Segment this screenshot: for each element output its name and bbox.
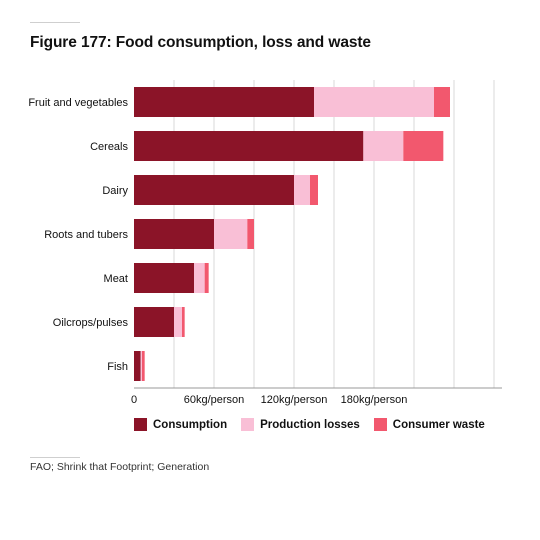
x-tick-label-120: 120kg/person [261,394,328,406]
bar-cereals-consumption [134,131,364,161]
legend-label-consumption: Consumption [153,418,228,431]
bottom-rule [30,457,80,458]
bar-fruit-and-vegetables-production-losses [314,87,434,117]
bar-dairy-production-losses [294,175,310,205]
x-tick-label-180: 180kg/person [341,394,408,406]
top-rule [30,22,80,23]
bar-oilcrops-pulses-production-losses [174,307,182,337]
category-label-dairy: Dairy [102,185,128,197]
bar-meat-consumer-waste [204,263,209,293]
stacked-bar-chart: Fruit and vegetables Cereals Dairy Roots an… [28,80,502,406]
bar-meat-production-losses [194,263,205,293]
bar-fruit-and-vegetables-consumer-waste [434,87,450,117]
legend-label-consumer-waste: Consumer waste [392,418,485,431]
bar-fish-consumer-waste [142,351,145,381]
category-label-cereals: Cereals [90,141,128,153]
chart-title: Figure 177: Food consumption, loss and w… [30,34,371,51]
bar-cereals-production-losses [363,131,404,161]
bar-oilcrops-pulses-consumption [134,307,174,337]
source-note: FAO; Shrink that Footprint; Generation [30,461,210,473]
x-tick-label-60: 60kg/person [184,394,245,406]
legend-swatch-production-losses [241,418,255,431]
bar-roots-and-tubers-consumption [134,219,214,249]
bar-fish-production-losses [140,351,142,381]
x-tick-label-0: 0 [131,394,137,406]
bar-roots-and-tubers-consumer-waste [247,219,254,249]
category-label-fruit-and-vegetables: Fruit and vegetables [28,97,128,109]
bar-fruit-and-vegetables-consumption [134,87,314,117]
legend-swatch-consumption [134,418,147,431]
bar-fish-consumption [134,351,141,381]
legend-item-consumer-waste: Consumer waste [373,418,485,431]
bar-cereals-consumer-waste [403,131,444,161]
bar-oilcrops-pulses-consumer-waste [182,307,185,337]
chart-legend: Consumption Production losses Consumer w… [134,418,485,431]
category-label-oilcrops-pulses: Oilcrops/pulses [53,317,129,329]
legend-item-consumption: Consumption [134,418,227,431]
category-label-meat: Meat [104,273,128,285]
legend-swatch-consumer-waste [373,418,387,431]
legend-item-production-losses: Production losses [241,418,360,431]
bar-meat-consumption [134,263,194,293]
category-label-roots-and-tubers: Roots and tubers [44,229,128,241]
bar-dairy-consumer-waste [310,175,318,205]
category-label-fish: Fish [107,361,128,373]
bar-dairy-consumption [134,175,294,205]
legend-label-production-losses: Production losses [260,418,360,431]
bar-roots-and-tubers-production-losses [214,219,248,249]
